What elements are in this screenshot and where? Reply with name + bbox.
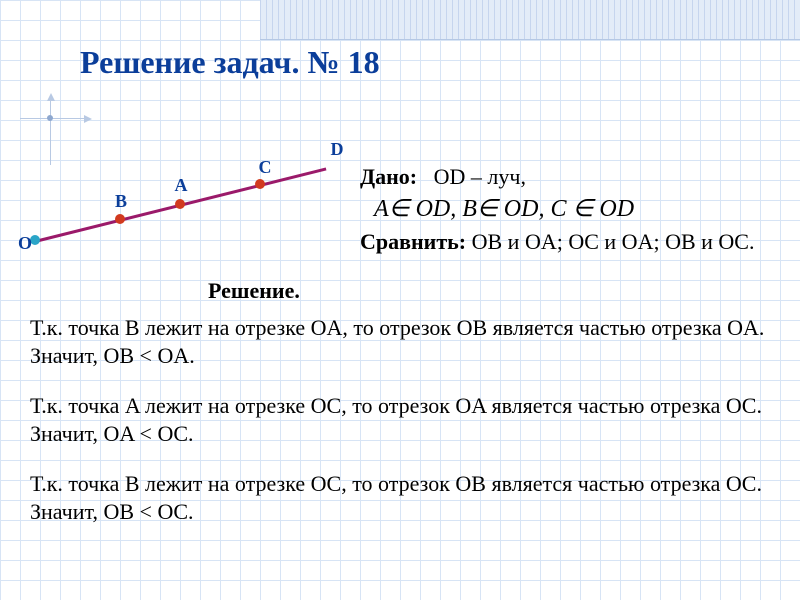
given-text: OD – луч, (434, 164, 526, 189)
math-membership: A∈ OD, B∈ OD, C ∈ OD (360, 194, 780, 223)
top-decorative-bar (260, 0, 800, 40)
paragraph-1: Т.к. точка B лежит на отрезке OA, то отр… (30, 314, 770, 370)
point-label-d: D (331, 139, 344, 160)
compare-label: Сравнить: (360, 229, 466, 254)
point-label-a: A (175, 175, 188, 196)
compare-line: Сравнить: OB и OA; OC и OA; OB и OC. (360, 229, 780, 255)
given-label: Дано: (360, 164, 417, 189)
axis-vertical (50, 95, 51, 165)
paragraph-2: Т.к. точка A лежит на отрезке OC, то отр… (30, 392, 770, 448)
point-label-c: C (259, 157, 272, 178)
point-label-b: B (115, 191, 127, 212)
axis-origin-dot (47, 115, 53, 121)
point-label-o: O (18, 233, 32, 254)
point-b (115, 214, 125, 224)
compare-text: OB и OA; OC и OA; OB и OC. (472, 229, 755, 254)
ray-diagram: O B A C D (25, 160, 345, 260)
solution-label: Решение. (208, 278, 300, 304)
point-c (255, 179, 265, 189)
given-block: Дано: OD – луч, A∈ OD, B∈ OD, C ∈ OD Сра… (360, 164, 780, 255)
page-title: Решение задач. № 18 (80, 44, 380, 81)
axis-horizontal (20, 118, 90, 119)
given-line: Дано: OD – луч, (360, 164, 780, 190)
paragraph-3: Т.к. точка B лежит на отрезке OC, то отр… (30, 470, 770, 526)
point-a (175, 199, 185, 209)
